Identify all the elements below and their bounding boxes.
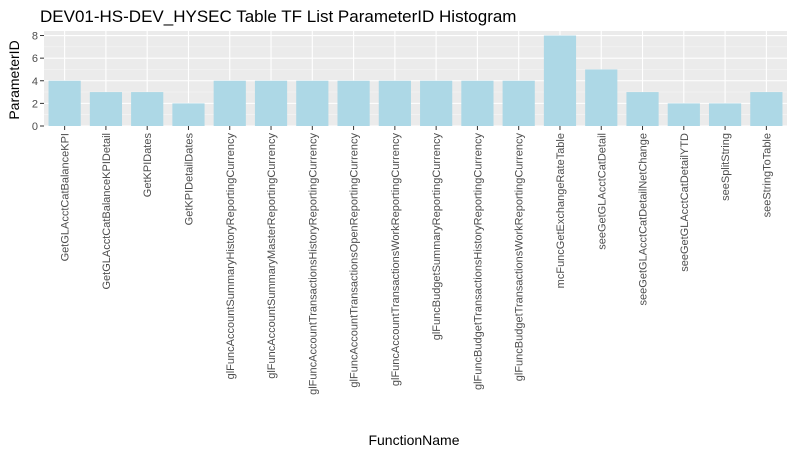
x-tick-label: glFuncBudgetSummaryReportingCurrency	[431, 133, 443, 341]
x-tick-label: mcFuncGetExchangeRateTable	[555, 133, 567, 288]
x-tick-label: glFuncAccountTransactionsHistoryReportin…	[307, 133, 319, 395]
x-tick-label: seeSplitString	[720, 133, 732, 201]
bars	[48, 35, 783, 126]
bar	[131, 92, 164, 126]
bar	[543, 35, 577, 126]
bar	[48, 80, 81, 126]
y-tick-label: 0	[32, 121, 38, 133]
bar	[461, 80, 494, 126]
x-tick-label: glFuncAccountSummaryHistoryReportingCurr…	[225, 133, 237, 380]
bar	[667, 103, 700, 126]
bar	[378, 80, 411, 126]
bar	[626, 92, 659, 126]
y-axis-label: ParameterID	[6, 40, 22, 119]
bar	[254, 80, 288, 126]
x-tick-label: GetGLAcctCatBalanceKPIDetail	[101, 133, 113, 290]
bar	[708, 103, 742, 126]
x-tick-label: glFuncAccountSummaryMasterReportingCurre…	[266, 133, 278, 379]
bar	[89, 92, 123, 126]
x-axis: GetGLAcctCatBalanceKPI GetGLAcctCatBalanc…	[60, 126, 773, 395]
bar	[337, 80, 370, 126]
x-tick-label: seeGetGLAcctCatDetailYTD	[679, 133, 691, 272]
bar	[750, 92, 783, 126]
y-tick-label: 2	[32, 98, 38, 110]
chart-title: DEV01-HS-DEV_HYSEC Table TF List Paramet…	[40, 7, 516, 26]
bar	[213, 80, 246, 126]
x-tick-label: glFuncAccountTransactionsWorkReportingCu…	[390, 133, 402, 387]
x-tick-label: GetGLAcctCatBalanceKPI	[60, 133, 72, 261]
bar	[420, 80, 453, 126]
x-tick-label: GetKPIDates	[142, 133, 154, 198]
x-tick-label: glFuncBudgetTransactionsWorkReportingCur…	[514, 133, 526, 382]
y-tick-label: 8	[32, 31, 38, 43]
x-tick-label: glFuncBudgetTransactionsHistoryReporting…	[472, 133, 484, 390]
x-tick-label: GetKPIDetailDates	[183, 133, 195, 226]
x-axis-label: FunctionName	[368, 432, 459, 448]
x-tick-label: seeStringToTable	[761, 133, 773, 217]
bar	[585, 69, 618, 126]
x-tick-label: seeGetGLAcctCatDetail	[596, 133, 608, 250]
y-tick-label: 6	[32, 53, 38, 65]
bar	[502, 80, 535, 126]
bar	[296, 80, 329, 126]
x-tick-label: glFuncAccountTransactionsOpenReportingCu…	[349, 133, 361, 388]
bar	[172, 103, 205, 126]
x-tick-label: seeGetGLAcctCatDetailNetChange	[638, 133, 650, 305]
y-axis: 0 2 4 6 8	[32, 31, 44, 133]
y-tick-label: 4	[32, 76, 38, 88]
